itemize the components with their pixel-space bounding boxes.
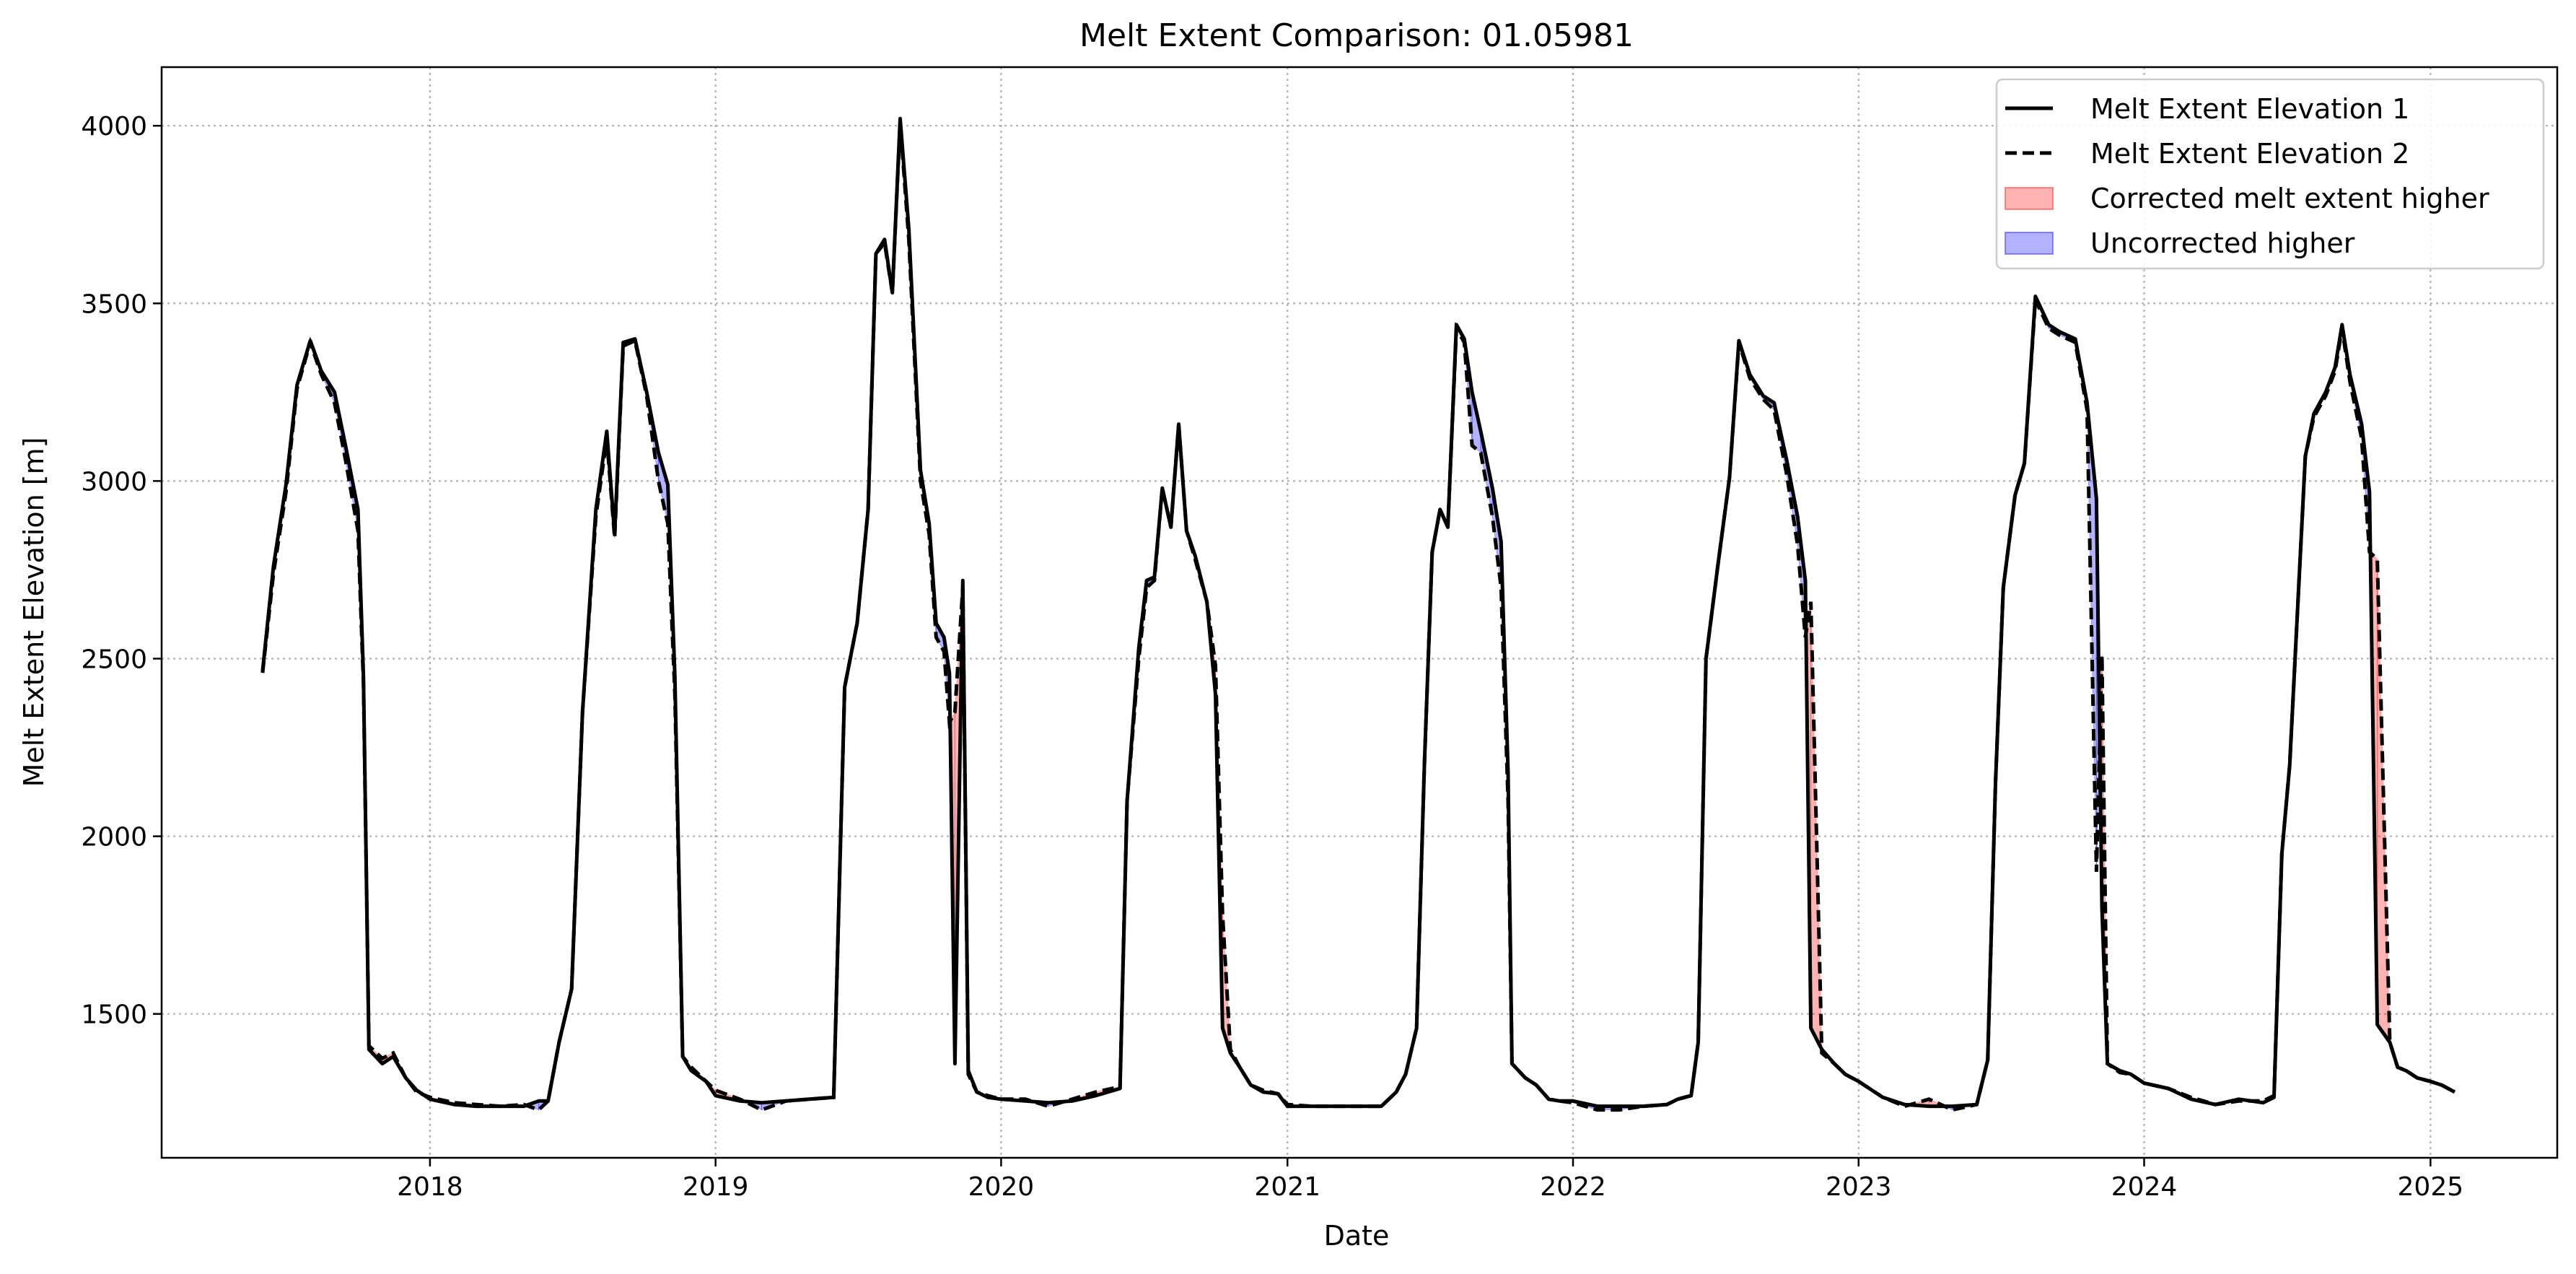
x-tick-label: 2020 [968, 1172, 1035, 1202]
series-line-elevation-2 [260, 122, 2456, 1112]
x-tick-label: 2022 [1540, 1172, 1606, 1202]
x-tick-label: 2021 [1254, 1172, 1320, 1202]
legend-entry-elevation-1: Melt Extent Elevation 1 [2005, 93, 2409, 125]
legend-label: Melt Extent Elevation 2 [2090, 138, 2409, 170]
y-tick-label: 3000 [81, 467, 147, 497]
x-tick-label: 2018 [397, 1172, 463, 1202]
legend-label: Uncorrected higher [2090, 227, 2355, 259]
y-axis-label: Melt Extent Elevation [m] [18, 437, 50, 787]
legend-swatch-fill [2005, 187, 2054, 210]
legend-entry-corrected-higher: Corrected melt extent higher [2005, 183, 2489, 214]
y-tick-label: 2500 [81, 645, 147, 674]
x-tick-label: 2025 [2398, 1172, 2464, 1202]
chart-title: Melt Extent Comparison: 01.05981 [1079, 17, 1634, 54]
y-tick-label: 3500 [81, 289, 147, 319]
legend-swatch-fill [2005, 232, 2054, 255]
y-tick-label: 4000 [81, 112, 147, 141]
x-axis-label: Date [1324, 1220, 1390, 1252]
x-tick-label: 2024 [2111, 1172, 2178, 1202]
grid-lines [162, 67, 2557, 1158]
y-tick-label: 1500 [81, 1000, 147, 1030]
legend-entry-elevation-2: Melt Extent Elevation 2 [2005, 138, 2409, 170]
x-axis-ticks: 2018 2019 2020 2021 2022 2023 2024 2025 [397, 1158, 2463, 1202]
plot-frame [160, 66, 2559, 1159]
legend-label: Corrected melt extent higher [2090, 183, 2489, 214]
legend-label: Melt Extent Elevation 1 [2090, 93, 2409, 125]
y-axis-ticks: 1500 2000 2500 3000 3500 4000 [81, 112, 162, 1030]
series-lines [260, 116, 2456, 1112]
x-tick-label: 2023 [1826, 1172, 1892, 1202]
chart-legend: Melt Extent Elevation 1 Melt Extent Eleva… [1995, 78, 2545, 270]
legend-box [1995, 78, 2545, 270]
y-tick-label: 2000 [81, 823, 147, 852]
x-tick-label: 2019 [683, 1172, 749, 1202]
legend-entry-uncorrected-higher: Uncorrected higher [2005, 227, 2355, 259]
